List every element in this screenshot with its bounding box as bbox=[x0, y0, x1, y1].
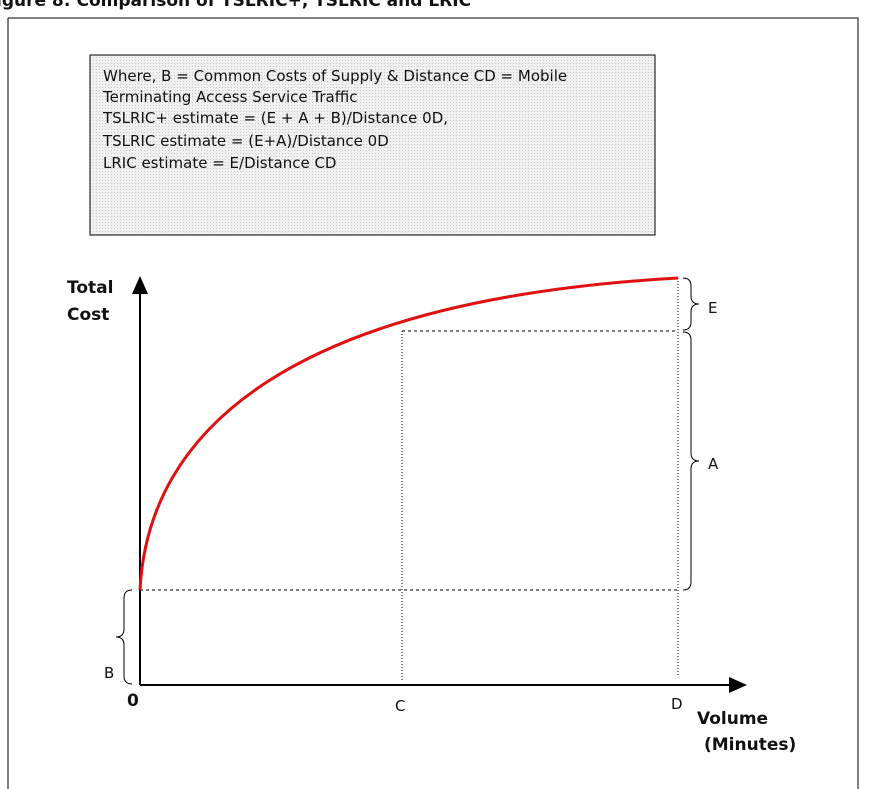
cost-curve bbox=[138, 276, 679, 591]
brace bbox=[682, 277, 700, 331]
label-c: C bbox=[395, 697, 405, 715]
note-line: TSLRIC+ estimate = (E + A + B)/Distance … bbox=[102, 109, 448, 127]
label-b: B bbox=[104, 664, 114, 682]
origin-label: 0 bbox=[127, 691, 139, 711]
frame bbox=[7, 17, 859, 789]
label-a: A bbox=[708, 455, 719, 473]
note-line: Where, B = Common Costs of Supply & Dist… bbox=[103, 67, 567, 85]
x-axis-label: Volume bbox=[697, 709, 768, 729]
figure-title: igure 8: Comparison of TSLRIC+, TSLRIC a… bbox=[0, 0, 471, 11]
brace bbox=[682, 331, 700, 591]
note-box bbox=[89, 54, 656, 236]
y-axis-label: Cost bbox=[67, 305, 109, 325]
y-axis-label: Total bbox=[67, 278, 113, 298]
note-line: TSLRIC estimate = (E+A)/Distance 0D bbox=[102, 132, 389, 150]
note-line: Terminating Access Service Traffic bbox=[102, 88, 357, 106]
brace bbox=[115, 589, 133, 685]
label-d: D bbox=[671, 695, 683, 713]
note-line: LRIC estimate = E/Distance CD bbox=[103, 154, 336, 172]
label-e: E bbox=[708, 299, 717, 317]
x-axis-label: (Minutes) bbox=[704, 735, 796, 755]
